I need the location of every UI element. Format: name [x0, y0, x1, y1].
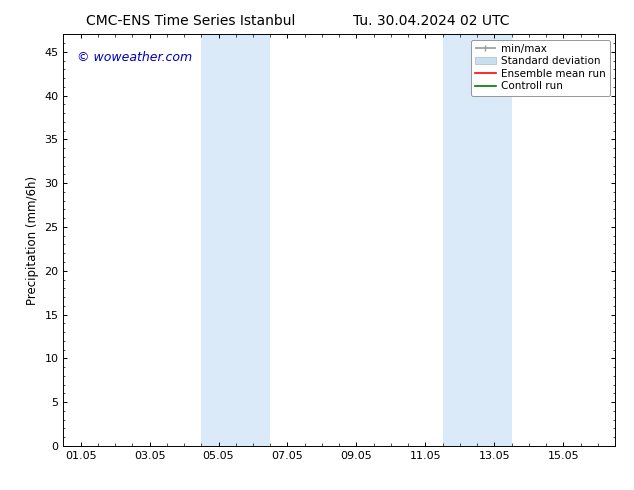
- Text: Tu. 30.04.2024 02 UTC: Tu. 30.04.2024 02 UTC: [353, 14, 509, 28]
- Legend: min/max, Standard deviation, Ensemble mean run, Controll run: min/max, Standard deviation, Ensemble me…: [470, 40, 610, 96]
- Y-axis label: Precipitation (mm/6h): Precipitation (mm/6h): [26, 175, 39, 305]
- Text: CMC-ENS Time Series Istanbul: CMC-ENS Time Series Istanbul: [86, 14, 295, 28]
- Text: © woweather.com: © woweather.com: [77, 51, 192, 64]
- Bar: [443, 34, 512, 446]
- Bar: [202, 34, 270, 446]
